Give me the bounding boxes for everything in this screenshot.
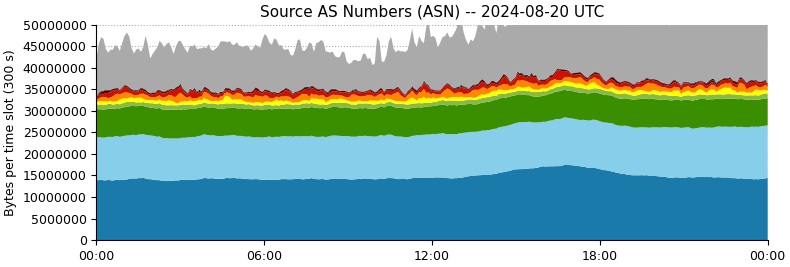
Y-axis label: Bytes per time slot (300 s): Bytes per time slot (300 s) <box>4 49 17 216</box>
Title: Source AS Numbers (ASN) -- 2024-08-20 UTC: Source AS Numbers (ASN) -- 2024-08-20 UT… <box>260 4 604 19</box>
